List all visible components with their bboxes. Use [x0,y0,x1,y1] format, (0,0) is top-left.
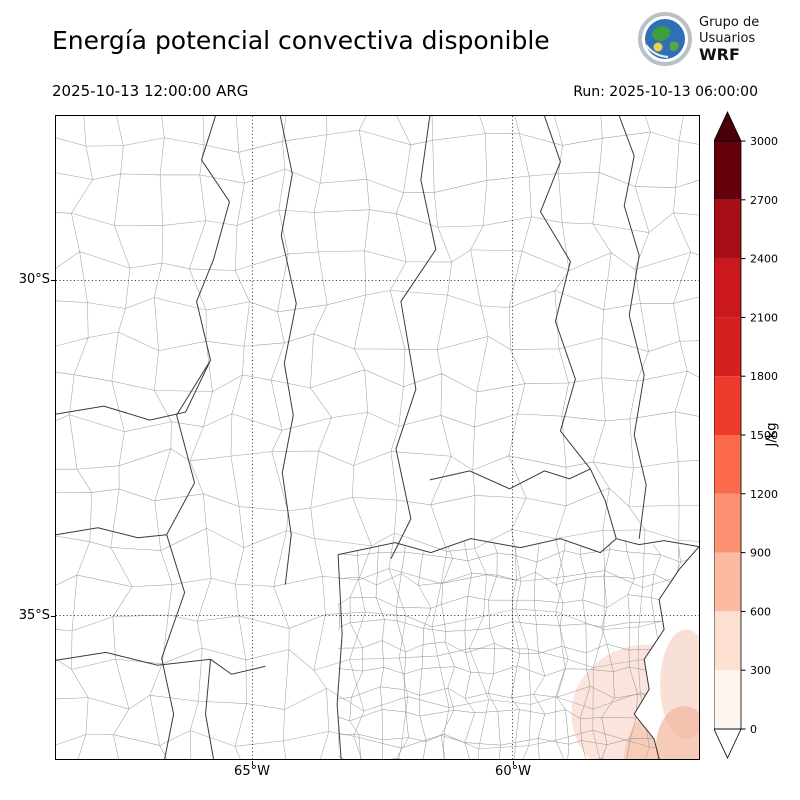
lon-tick-mark-60w [513,761,514,765]
province-border [196,116,231,361]
colorbar-tick-label: 2100 [750,311,778,324]
colorbar-tick-label: 1800 [750,370,778,383]
colorbar-segment [714,376,741,435]
province-border [539,116,617,539]
run-time-label: Run: 2025-10-13 06:00:00 [573,84,758,100]
globe-icon [638,12,692,66]
province-border [205,659,215,759]
buenos-aires-counties-mesh [338,538,699,759]
colorbar-over-arrow [714,111,742,142]
colorbar: 0 300 600 900 1200 1500 1800 2100 2400 2700 3000 [714,111,778,759]
lon-tick-mark-65w [252,761,253,765]
colorbar-tick-label: 300 [750,664,771,677]
colorbar-tick-label: 0 [750,723,757,736]
province-border [616,538,699,548]
lat-tick-35s: 35°S [18,608,50,623]
cape-shading-offshore [656,706,699,759]
colorbar-segment [714,670,741,729]
colorbar-segment [714,317,741,377]
logo-line-2: Usuarios [699,31,756,46]
province-border [161,359,211,759]
page-title: Energía potencial convectiva disponible [52,26,550,55]
province-border [390,116,437,559]
colorbar-tick-label: 900 [750,547,771,560]
province-border [279,116,297,585]
colorbar-under-arrow [714,728,742,759]
province-border [56,527,167,539]
lat-tick-mark-30s [51,280,55,281]
colorbar-tick-label: 2700 [750,194,778,207]
coastline [633,546,699,759]
province-border [618,116,647,539]
colorbar-segment [714,493,741,553]
lat-tick-30s: 30°S [18,272,50,287]
province-border [56,360,211,421]
colorbar-segment [714,258,741,318]
wrf-logo: Grupo de Usuarios WRF [638,12,759,66]
lat-tick-mark-35s [51,616,55,617]
province-border [429,468,591,490]
colorbar-segment [714,141,741,200]
province-border [338,538,617,556]
colorbar-segment [714,435,741,494]
valid-time-label: 2025-10-13 12:00:00 ARG [52,82,249,100]
lon-tick-65w: 65°W [234,764,270,779]
colorbar-tick-label: 1500 [750,429,778,442]
colorbar-tick-label: 3000 [750,135,778,148]
colorbar-tick-label: 1200 [750,488,778,501]
logo-text: Grupo de Usuarios WRF [699,15,759,63]
province-border [336,554,343,759]
colorbar-tick-label: 2400 [750,253,778,266]
colorbar-segment [714,199,741,259]
colorbar-segment [714,552,741,612]
colorbar-tick-label: 600 [750,605,771,618]
province-border [56,651,266,675]
colorbar-unit-label: J/kg [764,422,780,447]
map-plot-area [55,115,700,760]
colorbar-segment [714,611,741,671]
map-canvas [56,116,699,759]
department-boundaries-mesh [56,116,699,759]
lon-tick-60w: 60°W [495,764,531,779]
logo-line-3: WRF [699,45,740,64]
logo-line-1: Grupo de [699,15,760,30]
